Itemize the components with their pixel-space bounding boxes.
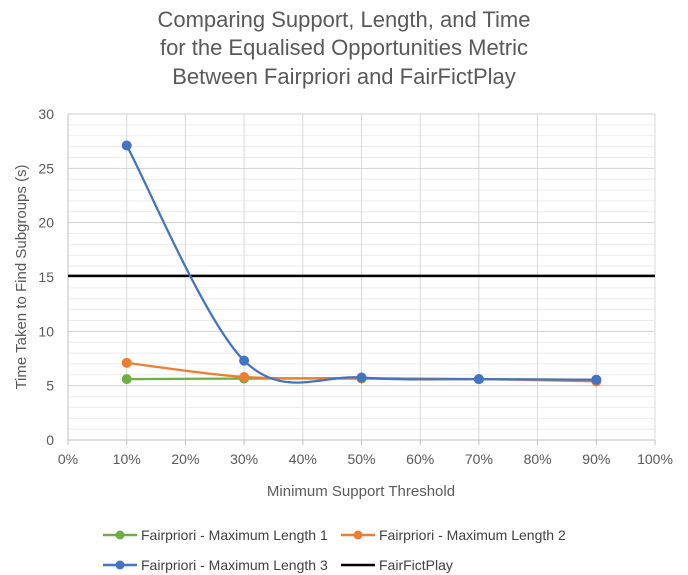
legend-swatch-marker: [115, 560, 125, 570]
legend-label: Fairpriori - Maximum Length 1: [141, 527, 328, 543]
data-point: [121, 357, 132, 368]
x-tick-label: 60%: [406, 451, 434, 467]
legend-swatch-marker: [115, 530, 125, 540]
chart-title-line-1: Comparing Support, Length, and Time: [157, 7, 530, 32]
legend-label: Fairpriori - Maximum Length 2: [379, 527, 566, 543]
x-tick-labels: 0% 10% 20% 30% 40% 50% 60% 70% 80% 90% 100%: [58, 451, 673, 467]
chart-title-line-2: for the Equalised Opportunities Metric: [160, 35, 528, 60]
y-axis-title: Time Taken to Find Subgroups (s): [13, 164, 30, 389]
x-tick-label: 100%: [637, 451, 673, 467]
y-tick-label: 15: [38, 269, 54, 285]
data-point: [591, 374, 602, 385]
data-point: [473, 374, 484, 385]
x-tick-label: 30%: [230, 451, 258, 467]
y-tick-label: 10: [38, 323, 54, 339]
legend-entry-fairfictplay: FairFictPlay: [341, 557, 453, 573]
series-layer: [68, 140, 655, 387]
y-tick-label: 30: [38, 106, 54, 122]
legend: Fairpriori - Maximum Length 1 Fairpriori …: [103, 527, 566, 573]
y-tick-label: 5: [46, 378, 54, 394]
data-point: [121, 374, 132, 385]
chart-title-line-3: Between Fairpriori and FairFictPlay: [172, 64, 516, 89]
legend-label: Fairpriori - Maximum Length 3: [141, 557, 328, 573]
legend-entry-fairpriori-maximum-length-1: Fairpriori - Maximum Length 1: [103, 527, 328, 543]
x-axis-title: Minimum Support Threshold: [267, 483, 455, 500]
x-tick-label: 20%: [171, 451, 199, 467]
x-tick-label: 40%: [289, 451, 317, 467]
x-tick-label: 0%: [58, 451, 78, 467]
x-tick-label: 70%: [465, 451, 493, 467]
x-tick-label: 10%: [113, 451, 141, 467]
legend-swatch-marker: [353, 530, 363, 540]
x-tick-label: 90%: [582, 451, 610, 467]
legend-entry-fairpriori-maximum-length-2: Fairpriori - Maximum Length 2: [341, 527, 566, 543]
y-tick-label: 25: [38, 160, 54, 176]
data-point: [239, 371, 250, 382]
y-tick-labels: 0 5 10 15 20 25 30: [38, 106, 54, 448]
y-tick-label: 0: [46, 432, 54, 448]
series-fairpriori-maximum-length-3: [121, 140, 602, 385]
y-tick-label: 20: [38, 215, 54, 231]
data-point: [239, 355, 250, 366]
x-tick-label: 80%: [524, 451, 552, 467]
data-point: [121, 140, 132, 151]
x-tick-label: 50%: [347, 451, 375, 467]
series-line: [125, 144, 597, 384]
data-point: [356, 372, 367, 383]
legend-entry-fairpriori-maximum-length-3: Fairpriori - Maximum Length 3: [103, 557, 328, 573]
legend-label: FairFictPlay: [379, 557, 453, 573]
